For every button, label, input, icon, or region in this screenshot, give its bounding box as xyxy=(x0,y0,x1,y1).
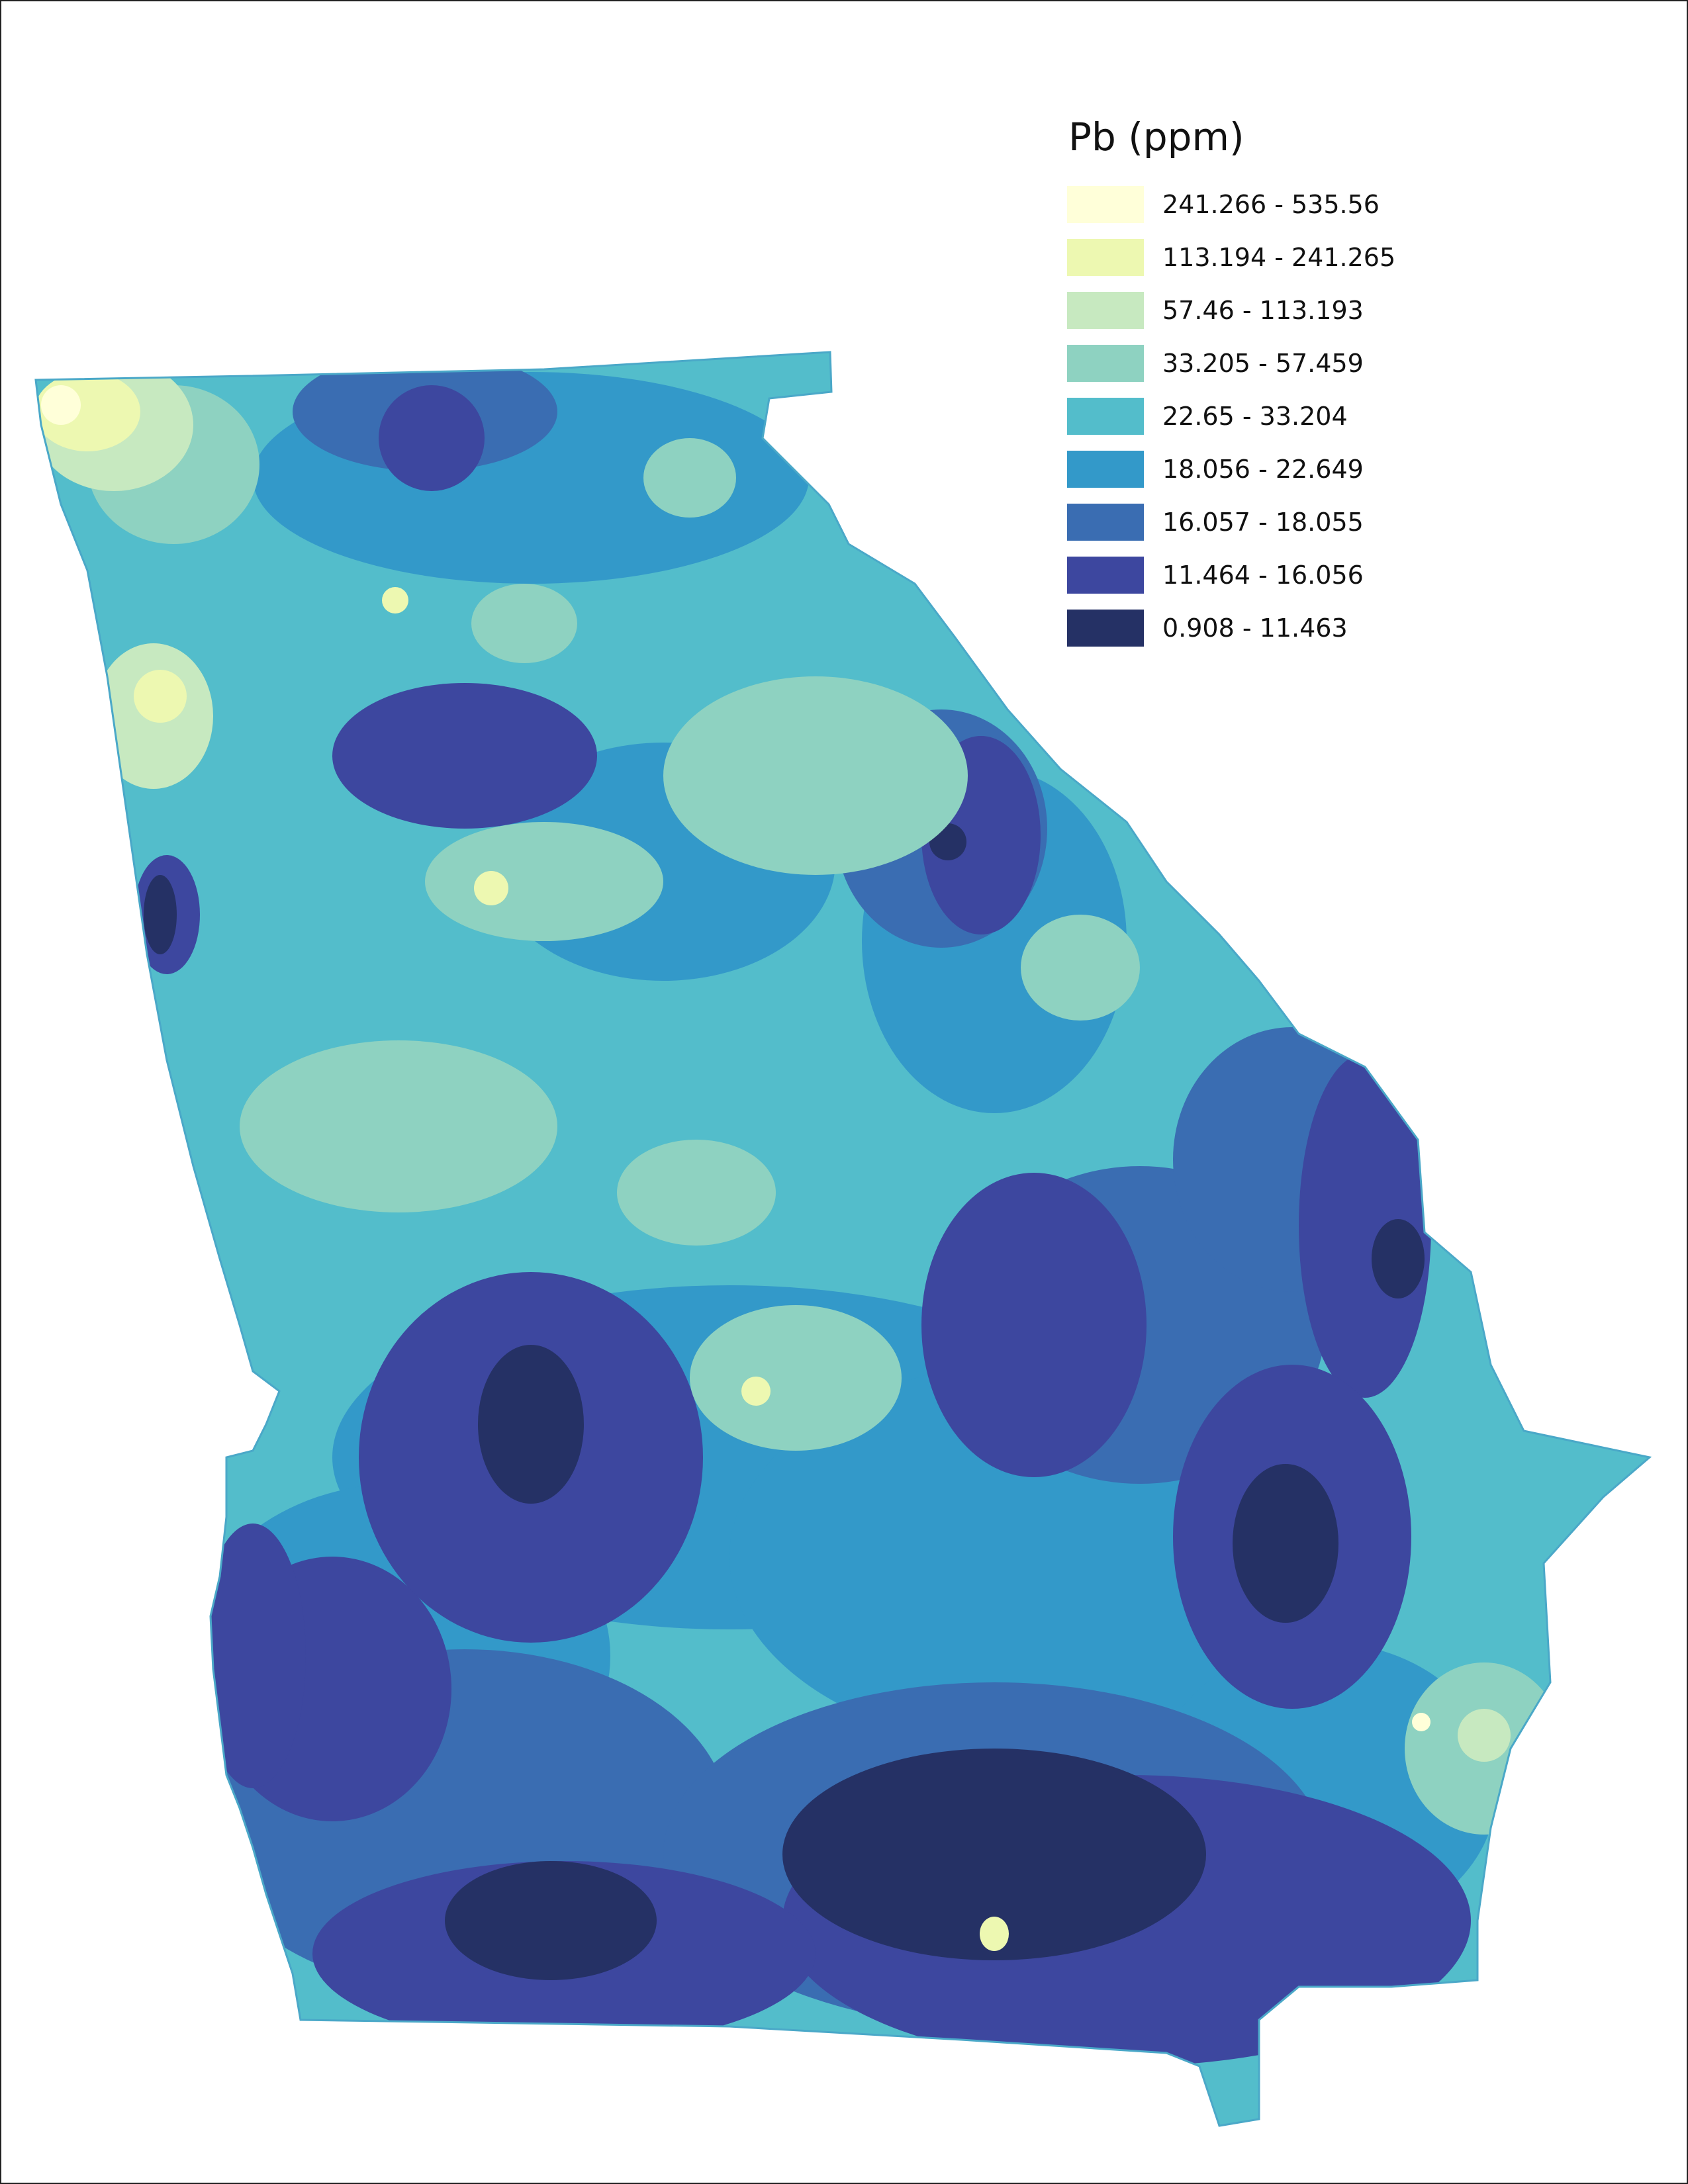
legend-label: 0.908 - 11.463 xyxy=(1162,614,1348,643)
legend-label: 11.464 - 16.056 xyxy=(1162,561,1364,590)
map-legend: Pb (ppm) 241.266 - 535.56 113.194 - 241.… xyxy=(1067,114,1438,662)
legend-swatch xyxy=(1067,610,1144,647)
legend-swatch xyxy=(1067,504,1144,541)
legend-swatch xyxy=(1067,186,1144,223)
legend-item: 11.464 - 16.056 xyxy=(1067,556,1438,594)
legend-item: 241.266 - 535.56 xyxy=(1067,185,1438,224)
legend-label: 57.46 - 113.193 xyxy=(1162,296,1364,325)
legend-title: Pb (ppm) xyxy=(1068,114,1244,159)
legend-item: 16.057 - 18.055 xyxy=(1067,503,1438,541)
legend-label: 33.205 - 57.459 xyxy=(1162,349,1364,378)
legend-item: 22.65 - 33.204 xyxy=(1067,397,1438,435)
legend-item: 0.908 - 11.463 xyxy=(1067,609,1438,647)
legend-item: 33.205 - 57.459 xyxy=(1067,344,1438,383)
legend-item: 57.46 - 113.193 xyxy=(1067,291,1438,330)
legend-label: 113.194 - 241.265 xyxy=(1162,243,1396,272)
legend-swatch xyxy=(1067,398,1144,435)
state-boundary xyxy=(34,351,1652,2127)
legend-swatch xyxy=(1067,451,1144,488)
legend-item: 113.194 - 241.265 xyxy=(1067,238,1438,277)
legend-swatch xyxy=(1067,557,1144,594)
legend-item: 18.056 - 22.649 xyxy=(1067,450,1438,488)
legend-swatch xyxy=(1067,239,1144,276)
legend-label: 22.65 - 33.204 xyxy=(1162,402,1348,431)
legend-swatch xyxy=(1067,292,1144,329)
legend-label: 241.266 - 535.56 xyxy=(1162,190,1380,219)
legend-label: 16.057 - 18.055 xyxy=(1162,508,1364,537)
legend-label: 18.056 - 22.649 xyxy=(1162,455,1364,484)
legend-swatch xyxy=(1067,345,1144,382)
